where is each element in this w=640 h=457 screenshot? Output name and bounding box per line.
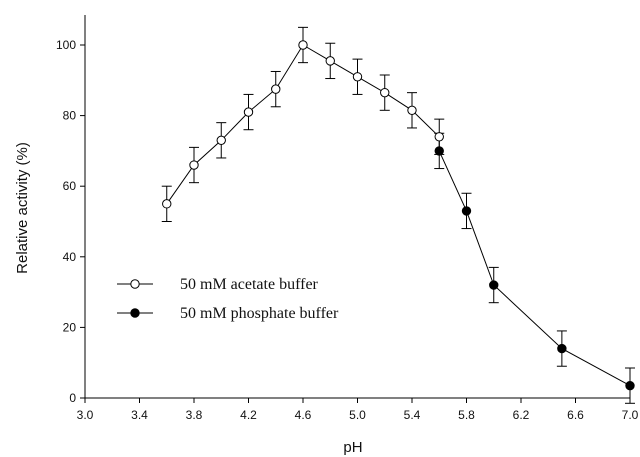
x-tick-label-5: 5.0 xyxy=(349,408,366,422)
data-point-1-0 xyxy=(434,146,444,156)
x-tick-label-1: 3.4 xyxy=(131,408,148,422)
x-tick-label-4: 4.6 xyxy=(295,408,312,422)
x-axis-title: pH xyxy=(343,439,362,456)
x-tick-label-7: 5.8 xyxy=(458,408,475,422)
series-line-0 xyxy=(166,44,440,205)
data-point-0-1 xyxy=(189,160,199,170)
data-point-0-4 xyxy=(271,84,281,94)
x-tick-label-8: 6.2 xyxy=(513,408,530,422)
data-point-1-1 xyxy=(461,206,472,216)
data-point-0-6 xyxy=(325,56,335,66)
y-axis-title: Relative activity (%) xyxy=(14,142,31,274)
legend-marker-1 xyxy=(130,308,140,318)
x-tick-label-6: 5.4 xyxy=(404,408,421,422)
series-layer xyxy=(161,26,635,404)
y-tick-label-2: 40 xyxy=(63,250,77,264)
series-line-1 xyxy=(438,150,631,387)
data-point-0-9 xyxy=(407,105,417,116)
x-tick-label-0: 3.0 xyxy=(77,408,94,422)
data-point-1-2 xyxy=(489,280,499,290)
x-tick-label-9: 6.6 xyxy=(567,408,584,422)
data-point-1-3 xyxy=(557,343,567,354)
x-tick-label-2: 3.8 xyxy=(186,408,203,422)
data-point-0-10 xyxy=(434,132,444,142)
y-tick-label-0: 0 xyxy=(69,391,76,405)
data-point-0-8 xyxy=(380,87,390,98)
data-point-0-5 xyxy=(298,40,308,50)
legend-label-0: 50 mM acetate buffer xyxy=(180,276,319,293)
data-point-0-0 xyxy=(162,199,172,209)
x-tick-label-3: 4.2 xyxy=(240,408,257,422)
y-tick-label-4: 80 xyxy=(63,109,77,123)
y-tick-label-5: 100 xyxy=(56,38,76,52)
legend: 50 mM acetate buffer 50 mM phosphate buff… xyxy=(117,276,339,322)
y-tick-label-1: 20 xyxy=(63,320,77,334)
x-tick-label-10: 7.0 xyxy=(622,408,639,422)
data-point-0-7 xyxy=(352,72,363,82)
data-point-0-3 xyxy=(243,107,254,117)
data-point-0-2 xyxy=(216,135,226,146)
legend-label-1: 50 mM phosphate buffer xyxy=(180,305,339,322)
axes: 3.0 3.4 3.8 4.2 4.6 5.0 5.4 5.8 6.2 6.6 7.0 0 20 40 60… xyxy=(56,15,639,422)
data-point-1-4 xyxy=(625,380,635,391)
y-tick-label-3: 60 xyxy=(63,179,77,193)
legend-marker-0 xyxy=(130,279,140,289)
